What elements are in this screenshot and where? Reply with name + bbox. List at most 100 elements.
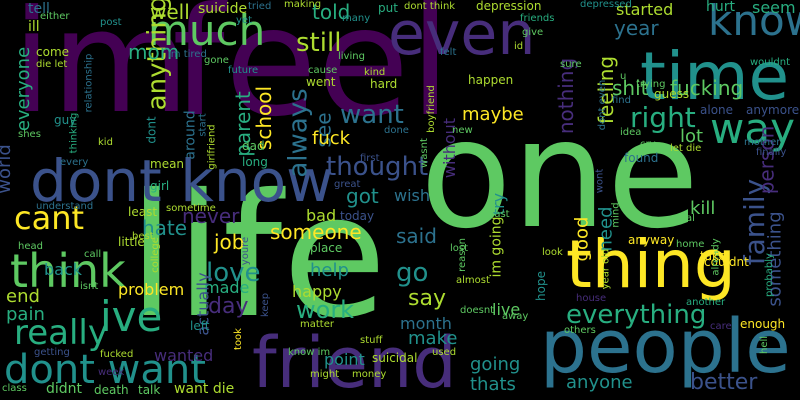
word-great: great [334, 179, 361, 190]
word-kind: kind [364, 67, 386, 78]
word-fucking: fucking [670, 76, 744, 100]
word-month: month [400, 314, 452, 333]
word-matter: matter [300, 319, 334, 330]
word-went: went [306, 75, 336, 89]
word-care: care [710, 321, 732, 332]
word-love: love [206, 258, 261, 288]
word-sometime: sometime [166, 203, 216, 214]
word-year-old: year old [600, 248, 612, 290]
word-go: go [396, 258, 429, 288]
word-im-tired: im tired [168, 49, 207, 60]
word-year: year [614, 16, 659, 40]
word-head: head [18, 241, 43, 252]
word-guy: guy [54, 113, 77, 127]
word-thing: thing [566, 226, 736, 303]
word-girl: girl [150, 179, 170, 193]
word-say: say [408, 286, 446, 311]
word-hurt: hurt [706, 0, 735, 15]
word-person: person [754, 125, 779, 195]
word-left: left [190, 319, 210, 333]
word-want-die: want die [174, 381, 235, 397]
word-find: find [612, 95, 631, 106]
word-kill: kill [690, 198, 716, 219]
word-hard: hard [370, 77, 398, 91]
word-dad: dad [242, 139, 265, 153]
word-dont-want: dont want [4, 347, 206, 393]
word-anyway: anyway [628, 233, 675, 247]
word-idea: idea [620, 127, 642, 138]
word-started: started [616, 0, 674, 19]
word-put: put [378, 1, 398, 15]
word-everyone: everyone [13, 46, 35, 132]
word-bad: bad [306, 206, 337, 225]
word-guess: guess [654, 87, 690, 101]
word-might: might [310, 369, 340, 380]
word-u: u [620, 71, 627, 82]
word-die-let: die let [36, 59, 68, 70]
word-felt: felt [440, 47, 457, 58]
word-thought: thought [326, 152, 429, 182]
word-got: got [346, 184, 379, 208]
word-im-going: im going [488, 216, 505, 278]
word-much: much [148, 6, 266, 55]
word-really: really [14, 313, 108, 353]
word-place: place [310, 241, 343, 255]
word-doesnt: doesnt [460, 305, 495, 316]
word-dont: dont [144, 116, 159, 144]
word-probably: probably [763, 253, 775, 297]
word-done: done [384, 125, 409, 136]
word-always: always [283, 88, 314, 178]
word-shit: shit [612, 76, 649, 100]
word-wanted: wanted [154, 346, 214, 365]
word-many: many [342, 13, 371, 24]
word-mind: mind [610, 202, 622, 228]
word-mom: mom [128, 40, 180, 64]
word-call: call [84, 249, 102, 260]
word-new: new [452, 125, 473, 136]
word-way: way [710, 104, 795, 153]
word-want: want [340, 100, 404, 130]
word-week: week [98, 367, 125, 378]
word-least: least [128, 205, 158, 219]
word-dont-know: dont know [30, 147, 334, 215]
word-made: made [204, 278, 250, 297]
word-look: look [542, 247, 563, 258]
word-ive: ive [100, 292, 163, 341]
word-tell: tell [28, 1, 50, 17]
word-money: money [352, 369, 387, 380]
word-today: today [340, 209, 375, 223]
word-take: take [700, 249, 726, 263]
word-every: every [60, 157, 89, 168]
word-happy: happy [292, 282, 342, 301]
word-come: come [36, 45, 70, 59]
word-long: long [242, 155, 268, 169]
word-hate: hate [142, 216, 188, 240]
word-found: found [624, 151, 659, 165]
word-first: first [360, 153, 380, 164]
word-couldnt: couldnt [704, 255, 749, 269]
word-stuff: stuff [360, 335, 383, 346]
word-another: another [686, 297, 726, 308]
word-even: even [388, 0, 536, 69]
word-either: either [40, 11, 70, 22]
word-make: make [408, 328, 458, 349]
word-know-im: know im [288, 347, 331, 358]
word-alone: alone [700, 103, 734, 117]
word-anyone: anyone [566, 372, 633, 393]
word-mean: mean [150, 157, 185, 171]
word-youre: youre [240, 236, 252, 266]
word-wouldnt: wouldnt [750, 57, 791, 68]
word-trying: trying [636, 79, 666, 90]
word-dont-think: dont think [404, 1, 456, 12]
word-well: well [150, 0, 190, 24]
word-hell: hell [759, 335, 771, 355]
word-good: good [571, 216, 593, 262]
word-help: help [310, 260, 349, 281]
word-thats: thats [470, 374, 516, 395]
word-suicide: suicide [198, 1, 248, 17]
word-took: took [232, 328, 244, 350]
word-shes: shes [18, 129, 41, 140]
word-living: living [338, 51, 365, 62]
word-anymore: anymore [746, 103, 800, 117]
word-feel: feel [172, 0, 452, 150]
